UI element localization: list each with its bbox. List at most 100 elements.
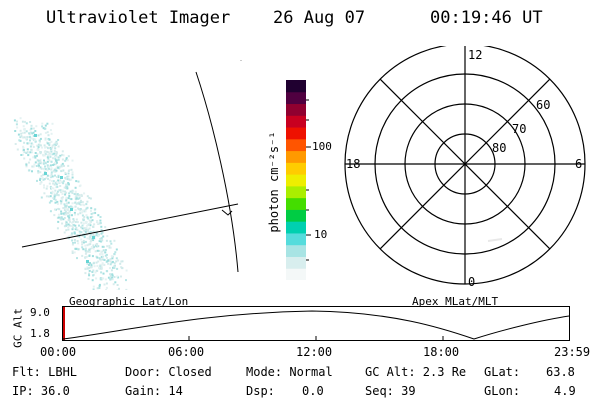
emission-speck xyxy=(101,253,104,256)
emission-speck xyxy=(65,158,68,161)
polar-diagonal-2 xyxy=(379,78,551,250)
emission-speck xyxy=(64,207,67,210)
emission-speck xyxy=(59,179,62,182)
emission-speck xyxy=(50,171,53,174)
emission-speck xyxy=(81,243,84,246)
emission-speck xyxy=(84,240,87,243)
emission-speck xyxy=(14,130,17,132)
emission-speck xyxy=(36,179,38,182)
emission-speck xyxy=(73,219,75,222)
emission-speck xyxy=(60,190,63,193)
emission-speck xyxy=(57,220,60,223)
emission-speck xyxy=(73,251,76,254)
emission-speck xyxy=(78,202,81,205)
emission-speck xyxy=(71,252,74,254)
emission-speck xyxy=(34,161,37,164)
terminator-line xyxy=(195,71,239,273)
emission-speck xyxy=(66,204,69,207)
emission-speck xyxy=(75,226,78,229)
emission-speck xyxy=(88,227,91,230)
emission-speck xyxy=(39,140,41,143)
emission-speck xyxy=(48,195,50,198)
emission-speck xyxy=(25,130,28,133)
emission-speck xyxy=(70,198,73,201)
emission-speck xyxy=(43,186,45,189)
header-date: 26 Aug 07 xyxy=(273,8,366,28)
colorbar-band xyxy=(286,221,306,234)
emission-speck xyxy=(109,263,112,266)
emission-speck xyxy=(81,254,84,257)
emission-speck xyxy=(37,171,40,174)
emission-speck xyxy=(68,235,71,238)
emission-speck xyxy=(71,233,73,236)
emission-speck xyxy=(102,272,105,275)
emission-speck xyxy=(108,244,111,247)
emission-speck xyxy=(46,174,49,177)
altitude-xtick-2359: 23:59 xyxy=(554,345,591,359)
emission-speck xyxy=(83,227,86,230)
colorbar-band xyxy=(286,115,306,128)
emission-speck xyxy=(92,225,94,228)
polar-label-lat-70: 70 xyxy=(512,122,526,136)
status-filter: Flt: LBHL xyxy=(12,365,78,379)
emission-speck xyxy=(61,193,64,195)
emission-speck xyxy=(32,135,35,137)
colorbar-unit-label: photon cm⁻²s⁻¹ xyxy=(267,131,281,233)
emission-speck xyxy=(101,231,104,234)
emission-speck xyxy=(20,135,23,138)
emission-speck xyxy=(90,207,93,210)
emission-speck xyxy=(45,187,48,190)
emission-speck xyxy=(55,153,58,156)
emission-speck xyxy=(44,127,47,130)
colorbar-band xyxy=(286,162,306,175)
emission-speck xyxy=(61,150,64,153)
emission-speck xyxy=(65,221,68,224)
emission-speck xyxy=(47,157,50,160)
emission-speck xyxy=(110,255,113,258)
status-dsp-label: Dsp: xyxy=(246,384,275,398)
emission-speck xyxy=(71,173,74,176)
emission-speck xyxy=(84,247,87,250)
emission-speck xyxy=(84,252,87,255)
emission-speck xyxy=(101,258,103,261)
emission-speck xyxy=(50,140,53,143)
emission-bright-speck xyxy=(44,172,47,175)
emission-speck xyxy=(47,153,50,156)
emission-speck xyxy=(87,277,90,280)
emission-speck xyxy=(35,125,38,128)
emission-speck xyxy=(49,146,52,149)
emission-speck xyxy=(32,156,35,159)
emission-speck xyxy=(68,216,71,219)
emission-speck xyxy=(92,269,95,272)
altitude-curve xyxy=(62,310,570,340)
emission-speck xyxy=(53,152,56,155)
emission-speck xyxy=(65,202,68,205)
emission-speck xyxy=(43,192,46,195)
colorbar-gradient xyxy=(286,80,306,281)
emission-speck xyxy=(81,214,84,217)
emission-speck xyxy=(77,194,80,197)
emission-speck xyxy=(50,150,53,153)
emission-speck xyxy=(38,143,41,146)
emission-speck xyxy=(58,156,61,159)
emission-speck xyxy=(100,225,103,228)
emission-speck xyxy=(64,176,67,179)
emission-speck xyxy=(51,153,54,156)
geographic-image xyxy=(13,60,242,290)
emission-speck xyxy=(54,161,56,164)
emission-speck xyxy=(67,223,70,226)
emission-speck xyxy=(76,257,78,260)
emission-speck xyxy=(65,212,68,215)
emission-speck xyxy=(116,284,119,286)
emission-speck xyxy=(47,134,50,137)
emission-speck xyxy=(62,182,65,185)
emission-speck xyxy=(71,243,74,246)
emission-speck xyxy=(48,182,51,185)
emission-speck xyxy=(93,223,96,226)
emission-speck xyxy=(98,222,101,225)
emission-speck xyxy=(72,223,75,226)
emission-speck xyxy=(79,195,82,198)
polar-label-6: 6 xyxy=(575,157,582,171)
emission-speck xyxy=(74,213,77,216)
emission-speck xyxy=(100,229,103,231)
